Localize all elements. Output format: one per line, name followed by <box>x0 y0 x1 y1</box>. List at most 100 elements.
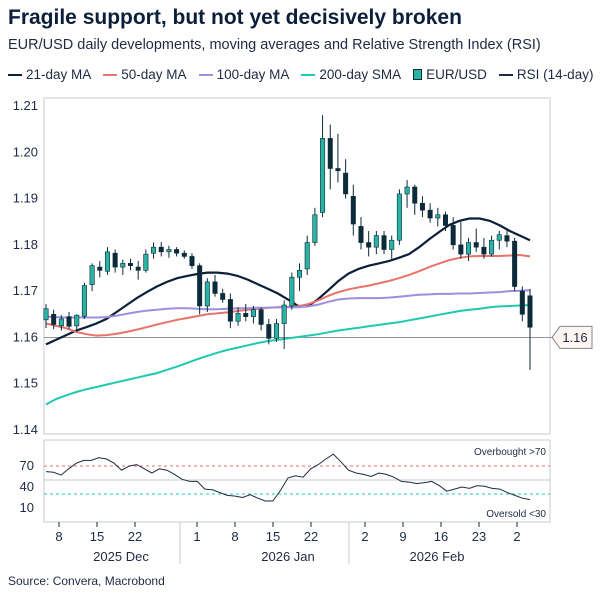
candle-body <box>396 193 402 241</box>
candle-body <box>220 293 226 300</box>
candle-body <box>496 234 502 241</box>
candle-body <box>297 270 303 278</box>
candle-body <box>489 239 495 255</box>
rsi-y-tick-label: 40 <box>20 479 34 494</box>
candle-body <box>289 276 295 307</box>
candle-body <box>327 138 333 169</box>
candle-body <box>343 172 349 195</box>
x-tick-label: 2 <box>513 529 520 544</box>
legend-swatch <box>301 73 316 76</box>
candle-body <box>335 168 341 172</box>
candle-body <box>212 281 218 294</box>
candle-body <box>419 202 425 211</box>
candle-body <box>235 313 241 322</box>
y-tick-label: 1.19 <box>13 191 38 206</box>
legend-label: 200-day SMA <box>319 67 402 82</box>
candle-body <box>389 239 395 250</box>
candle-body <box>181 252 187 257</box>
y-tick-label: 1.16 <box>13 329 38 344</box>
legend-item: RSI (14-day) <box>498 67 593 82</box>
legend-label: 21-day MA <box>26 67 92 82</box>
candle-body <box>43 308 49 321</box>
rsi-y-tick-label: 70 <box>20 458 34 473</box>
candle-body <box>358 226 364 243</box>
candle-body <box>97 266 103 271</box>
candle-body <box>504 235 510 242</box>
candle-body <box>89 265 95 285</box>
legend-label: EUR/USD <box>426 67 487 82</box>
y-tick-label: 1.20 <box>13 144 38 159</box>
candle-body <box>266 324 272 339</box>
legend-swatch <box>8 73 22 76</box>
candle-body <box>120 263 126 268</box>
rsi-y-tick-label: 10 <box>20 500 34 515</box>
x-tick-label: 15 <box>90 529 104 544</box>
legend-swatch <box>413 69 423 80</box>
candle-body <box>166 249 172 253</box>
last-price-label: 1.16 <box>562 330 587 345</box>
x-tick-label: 8 <box>55 529 62 544</box>
candle-body <box>204 281 210 307</box>
candle-body <box>366 242 372 248</box>
candle-body <box>250 309 256 317</box>
x-tick-label: 15 <box>266 529 280 544</box>
legend: 21-day MA 50-day MA 100-day MA 200-day SMA E… <box>8 67 593 82</box>
x-tick-label: 23 <box>472 529 486 544</box>
x-tick-label: 16 <box>434 529 448 544</box>
x-tick-label: 1 <box>193 529 200 544</box>
candle-body <box>519 290 525 315</box>
candle-body <box>74 314 80 327</box>
legend-item: EUR/USD <box>413 67 487 82</box>
series-line-ma50 <box>45 253 531 337</box>
candle-body <box>158 246 164 253</box>
candle-body <box>404 186 410 195</box>
candle-body <box>243 313 249 317</box>
candle-body <box>197 265 203 307</box>
x-tick-label: 9 <box>399 529 406 544</box>
chart-title: Fragile support, but not yet decisively … <box>8 6 462 29</box>
last-price-box <box>551 325 593 349</box>
series-line-sma200 <box>45 304 531 406</box>
candle-body <box>81 285 87 317</box>
candle-body <box>66 316 72 327</box>
candle-body <box>51 313 57 325</box>
candle-body <box>58 318 64 327</box>
candle-body <box>450 225 456 246</box>
candle-body <box>442 214 448 226</box>
y-tick-label: 1.15 <box>13 376 38 391</box>
candle-body <box>320 138 326 213</box>
candle-body <box>412 186 418 204</box>
x-tick-label: 8 <box>231 529 238 544</box>
series-line-ma100 <box>45 289 531 319</box>
candle-body <box>174 249 180 254</box>
candle-body <box>350 195 356 225</box>
candle-body <box>312 214 318 243</box>
candle-body <box>435 214 441 219</box>
candle-body <box>143 253 149 271</box>
candle-body <box>112 252 118 268</box>
y-tick-label: 1.18 <box>13 237 38 252</box>
candle-body <box>104 251 110 272</box>
candle-body <box>381 235 387 250</box>
legend-item: 100-day MA <box>198 67 290 82</box>
candle-body <box>135 266 141 271</box>
candle-body <box>527 295 533 328</box>
legend-swatch <box>103 73 118 76</box>
candle-body <box>227 299 233 322</box>
main-plot-frame <box>43 97 551 435</box>
candle-body <box>373 235 379 248</box>
x-tick-label: 2 <box>361 529 368 544</box>
legend-item: 50-day MA <box>103 67 187 82</box>
legend-label: 100-day MA <box>216 67 290 82</box>
legend-item: 200-day SMA <box>301 67 401 82</box>
x-month-label: 2025 Dec <box>93 549 149 564</box>
candle-body <box>466 242 472 255</box>
oversold-label: Oversold <30 <box>486 509 546 520</box>
chart-subtitle: EUR/USD daily developments, moving avera… <box>8 37 541 53</box>
candle-body <box>273 323 279 339</box>
y-tick-label: 1.14 <box>13 422 38 437</box>
x-month-label: 2026 Jan <box>261 549 315 564</box>
legend-swatch <box>498 73 513 76</box>
candle-body <box>258 309 264 325</box>
